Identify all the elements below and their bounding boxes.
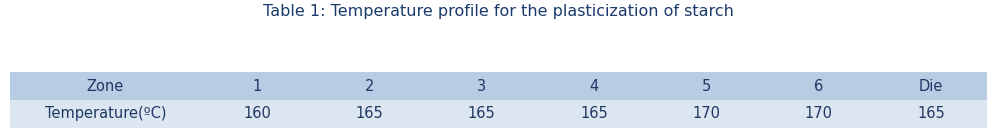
Text: Table 1: Temperature profile for the plasticization of starch: Table 1: Temperature profile for the pla… [263,4,734,19]
Text: 6: 6 [814,79,824,94]
Text: 165: 165 [580,106,608,121]
Text: 4: 4 [589,79,598,94]
Text: 165: 165 [356,106,383,121]
Text: Temperature(ºC): Temperature(ºC) [45,106,166,121]
Text: 165: 165 [917,106,945,121]
Text: 1: 1 [252,79,261,94]
Text: 170: 170 [692,106,720,121]
Text: 5: 5 [702,79,711,94]
Text: 170: 170 [805,106,832,121]
Text: 2: 2 [365,79,374,94]
Text: Die: Die [918,79,943,94]
Text: 160: 160 [243,106,271,121]
Text: 165: 165 [468,106,496,121]
Text: Zone: Zone [87,79,124,94]
Text: 3: 3 [478,79,487,94]
